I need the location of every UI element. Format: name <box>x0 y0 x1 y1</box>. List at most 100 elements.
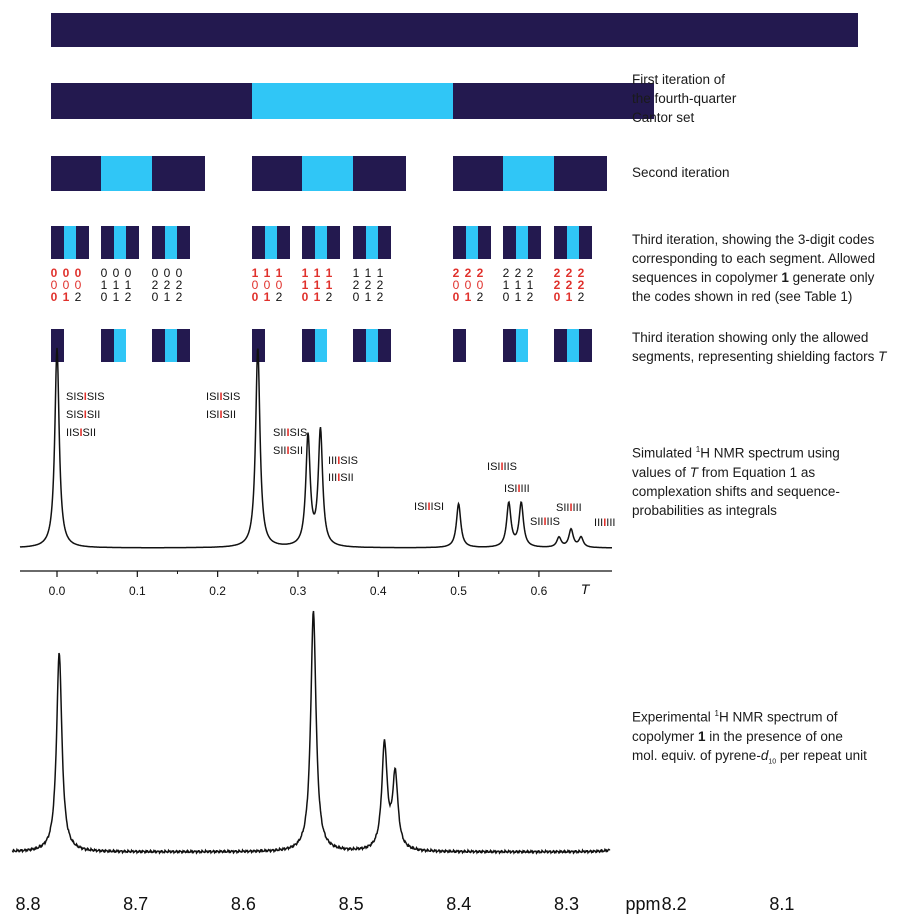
peak-label: ISIISIS <box>206 391 240 403</box>
code-digit: 2 <box>515 266 522 280</box>
peak-label-char: S <box>434 501 441 513</box>
code-digit: 0 <box>176 266 183 280</box>
caption-italic-text: T <box>878 349 887 364</box>
code-digit: 0 <box>302 290 309 304</box>
code-digit: 0 <box>353 290 360 304</box>
peak-label-char: I <box>73 409 76 421</box>
peak-label-char: I <box>84 409 87 421</box>
peak-label-char: S <box>83 427 90 439</box>
code-digit: 0 <box>164 266 171 280</box>
peak-label: ISIISII <box>206 409 236 421</box>
three-digit-codes: 0000010020100110120200210221001011021101… <box>51 266 585 304</box>
code-digit: 1 <box>314 266 321 280</box>
simulated-x-tick-label: 0.0 <box>49 584 66 598</box>
simulated-x-tick-label: 0.2 <box>209 584 226 598</box>
peak-label-char: I <box>93 427 96 439</box>
peak-label-char: I <box>94 391 97 403</box>
caption-text: per repeat unit <box>776 747 867 763</box>
allowed-segments <box>51 329 592 362</box>
code-digit: 0 <box>453 290 460 304</box>
peak-label-char: I <box>69 427 72 439</box>
caption-italic-text: d <box>760 747 769 763</box>
caption-line: the fourth-quarter <box>632 91 737 106</box>
peak-label-char: I <box>348 472 351 484</box>
code-digit: 2 <box>477 290 484 304</box>
peak-label-char: I <box>206 409 209 421</box>
peak-label: SISISII <box>66 409 100 421</box>
cantor-iteration-2-inner <box>101 156 152 191</box>
peak-label: IIIISII <box>328 472 354 484</box>
experimental-x-ticks: 8.8 8.7 8.6 8.5 8.4 8.3 8.2 8.1 <box>15 894 794 914</box>
peak-label-char: I <box>612 517 615 529</box>
experimental-x-axis-label: ppm <box>625 894 660 914</box>
peak-label-char: I <box>504 461 507 473</box>
peak-label-char: I <box>334 455 337 467</box>
peak-label-char: S <box>66 391 73 403</box>
peak-label-char: I <box>543 516 546 528</box>
experimental-spectrum: 8.8 8.7 8.6 8.5 8.4 8.3 8.2 8.1 ppm <box>11 610 794 914</box>
code-digit: 2 <box>353 278 360 292</box>
caption-line: segments, representing shielding factors… <box>632 347 886 366</box>
experimental-x-tick-label: 8.6 <box>231 894 256 914</box>
code-digit: 0 <box>75 278 82 292</box>
peak-label-char: I <box>337 455 340 467</box>
code-digit: 0 <box>503 290 510 304</box>
caption-line: mol. equiv. of pyrene-d10 per repeat uni… <box>632 746 867 772</box>
code-digit: 2 <box>75 290 82 304</box>
peak-label-char: S <box>223 391 230 403</box>
caption-text: values of <box>632 464 690 480</box>
code-digit: 2 <box>527 290 534 304</box>
caption-line: Second iteration <box>632 165 730 180</box>
code-digit: 2 <box>477 266 484 280</box>
peak-label-char: I <box>563 502 566 514</box>
code-digit: 2 <box>377 290 384 304</box>
cantor-iteration-2-inner <box>503 156 554 191</box>
code-digit: 2 <box>176 290 183 304</box>
code-digit: 0 <box>152 290 159 304</box>
caption-text: copolymer <box>632 728 699 744</box>
experimental-x-tick-label: 8.1 <box>769 894 794 914</box>
peak-label-char: I <box>79 427 82 439</box>
code-digit: 2 <box>377 278 384 292</box>
peak-label-char: I <box>280 427 283 439</box>
code-digit: 1 <box>302 266 309 280</box>
code-digit: 1 <box>515 290 522 304</box>
peak-label-char: I <box>424 501 427 513</box>
cantor-iteration-1-inner <box>252 83 453 119</box>
caption-line: First iteration of <box>632 72 726 87</box>
code-digit: 2 <box>365 278 372 292</box>
peak-label-char: I <box>609 517 612 529</box>
peak-label-char: S <box>209 409 216 421</box>
peak-label-char: I <box>328 472 331 484</box>
code-digit: 0 <box>101 266 108 280</box>
cantor-iteration-0-bar <box>51 13 858 47</box>
cantor-iteration-3-inner <box>366 226 378 259</box>
peak-label-char: I <box>573 502 576 514</box>
peak-label: ISIIISI <box>414 501 444 513</box>
peak-label-char: I <box>219 391 222 403</box>
peak-label-char: S <box>66 409 73 421</box>
cantor-iteration-2-inner <box>302 156 353 191</box>
peak-label-char: I <box>97 409 100 421</box>
peak-label: SIIISIS <box>273 427 307 439</box>
peak-label-char: I <box>328 455 331 467</box>
peak-label-char: S <box>223 409 230 421</box>
caption-italic-text: T <box>689 464 699 480</box>
peak-label-char: I <box>441 501 444 513</box>
simulated-spectrum: 0.0 0.1 0.2 0.3 0.4 0.5 0.6 T SISISISSISISIIII… <box>19 347 615 598</box>
cantor-iteration-3-inner <box>516 226 528 259</box>
simulated-x-tick-label: 0.3 <box>290 584 307 598</box>
peak-label-char: S <box>290 445 297 457</box>
peak-label-char: S <box>556 502 563 514</box>
peak-label-char: I <box>337 472 340 484</box>
peak-label: IISISII <box>66 427 96 439</box>
code-digit: 0 <box>152 266 159 280</box>
peak-label-char: I <box>527 483 530 495</box>
peak-label-char: I <box>514 483 517 495</box>
code-digit: 2 <box>453 266 460 280</box>
peak-label-char: S <box>300 427 307 439</box>
caption-line: Third iteration showing only the allowed <box>632 330 869 345</box>
caption-third-iteration: Third iteration, showing the 3-digit cod… <box>632 230 875 306</box>
code-digit: 2 <box>125 290 132 304</box>
